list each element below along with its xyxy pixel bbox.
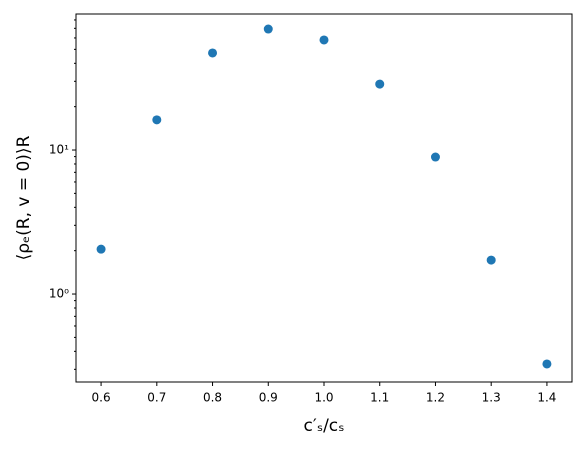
x-tick-label: 0.7 [147, 391, 166, 405]
x-tick-label: 0.8 [203, 391, 222, 405]
x-tick-label: 1.0 [314, 391, 333, 405]
point [430, 152, 440, 162]
x-axis-label: c′ₛ/cₛ [304, 416, 345, 436]
y-tick-label: 10¹ [49, 143, 69, 157]
y-tick-label: 10⁰ [49, 287, 69, 301]
x-tick-label: 1.3 [482, 391, 501, 405]
point [375, 79, 385, 89]
y-axis-label: ⟨ρₑ(R, v = 0)⟩R [14, 135, 34, 260]
point [152, 115, 162, 125]
x-tick-label: 1.4 [537, 391, 556, 405]
point [263, 24, 273, 34]
point [486, 255, 496, 265]
point [208, 48, 218, 58]
point [319, 35, 329, 45]
x-tick-label: 1.1 [370, 391, 389, 405]
x-tick-label: 0.6 [92, 391, 111, 405]
x-tick-label: 0.9 [259, 391, 278, 405]
point [542, 359, 552, 369]
plot-frame [75, 13, 573, 383]
point [96, 244, 106, 254]
x-tick-label: 1.2 [426, 391, 445, 405]
